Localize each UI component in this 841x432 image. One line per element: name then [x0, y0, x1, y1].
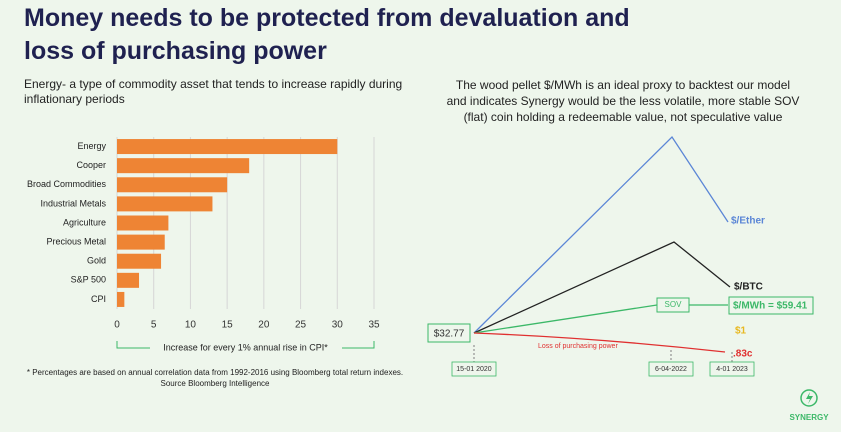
x-tick-label: 0: [114, 320, 120, 331]
ether-label: $/Ether: [731, 216, 765, 227]
bar: [117, 215, 169, 231]
x-tick-label: 15: [222, 320, 234, 331]
bar: [117, 177, 228, 193]
y-tick-label: Gold: [87, 256, 106, 266]
right-text: The wood pellet $/MWh is an ideal proxy …: [446, 78, 800, 124]
y-tick-label: Broad Commodities: [27, 179, 107, 189]
x-axis-label: Increase for every 1% annual rise in CPI…: [163, 342, 328, 352]
date-box: [451, 361, 497, 377]
y-tick-label: Industrial Metals: [40, 198, 106, 208]
ether-line: [473, 135, 729, 334]
bar: [117, 139, 338, 155]
start-label: $32.77: [434, 329, 465, 340]
loss-label: Loss of purchasing power: [538, 343, 618, 350]
bar: [117, 291, 125, 307]
bar: [117, 272, 140, 288]
footnote: * Percentages are based on annual correl…: [26, 368, 404, 388]
x-tick-label: 30: [332, 320, 344, 331]
x-tick-label: 25: [295, 320, 307, 331]
bar-chart: 0 5 10 15 20 25 30 35 Energy Cooper Broad Commodit…: [27, 137, 380, 355]
bar: [117, 234, 165, 250]
y-tick-label: Agriculture: [63, 217, 106, 227]
dates: 15-01 2020 6-04-2022 4-01 2023: [451, 361, 755, 377]
sov-line: [473, 304, 658, 334]
bar: [117, 253, 162, 269]
y-tick-label: CPI: [91, 294, 106, 304]
one-label: $1: [735, 326, 747, 337]
bar: [117, 196, 213, 212]
bar: [117, 158, 250, 174]
y-tick-label: Cooper: [76, 160, 106, 170]
x-tick-label: 10: [185, 320, 197, 331]
axis-label-bg: [150, 341, 342, 355]
sov-box: [656, 297, 690, 313]
start-box: [427, 323, 471, 343]
y-tick-label: Energy: [77, 141, 106, 151]
x-tick-label: 5: [151, 320, 157, 331]
left-text: Energy- a type of commodity asset that t…: [24, 77, 403, 106]
date-box: [709, 361, 755, 377]
date-box: [648, 361, 694, 377]
logo-bolt: [806, 392, 813, 404]
sov-label: SOV: [665, 300, 683, 309]
logo-text: SYNERGY: [789, 413, 829, 422]
diagram-lines: [473, 135, 733, 362]
btc-label: $/BTC: [734, 282, 763, 293]
x-tick-label: 20: [258, 320, 270, 331]
y-tick-label: Precious Metal: [46, 236, 106, 246]
x-tick-label: 35: [368, 320, 380, 331]
loss-line: [473, 332, 726, 353]
date-label: 6-04-2022: [655, 366, 687, 373]
cents-label: .83c: [733, 349, 753, 360]
mwh-label: $/MWh = $59.41: [733, 301, 808, 312]
title: Money needs to be protected from devalua…: [24, 4, 630, 65]
mwh-box: [728, 296, 814, 315]
y-tick-label: S&P 500: [71, 275, 106, 285]
date-label: 15-01 2020: [456, 366, 492, 373]
btc-line: [473, 241, 731, 334]
logo-icon: [800, 389, 818, 407]
date-label: 4-01 2023: [716, 366, 748, 373]
